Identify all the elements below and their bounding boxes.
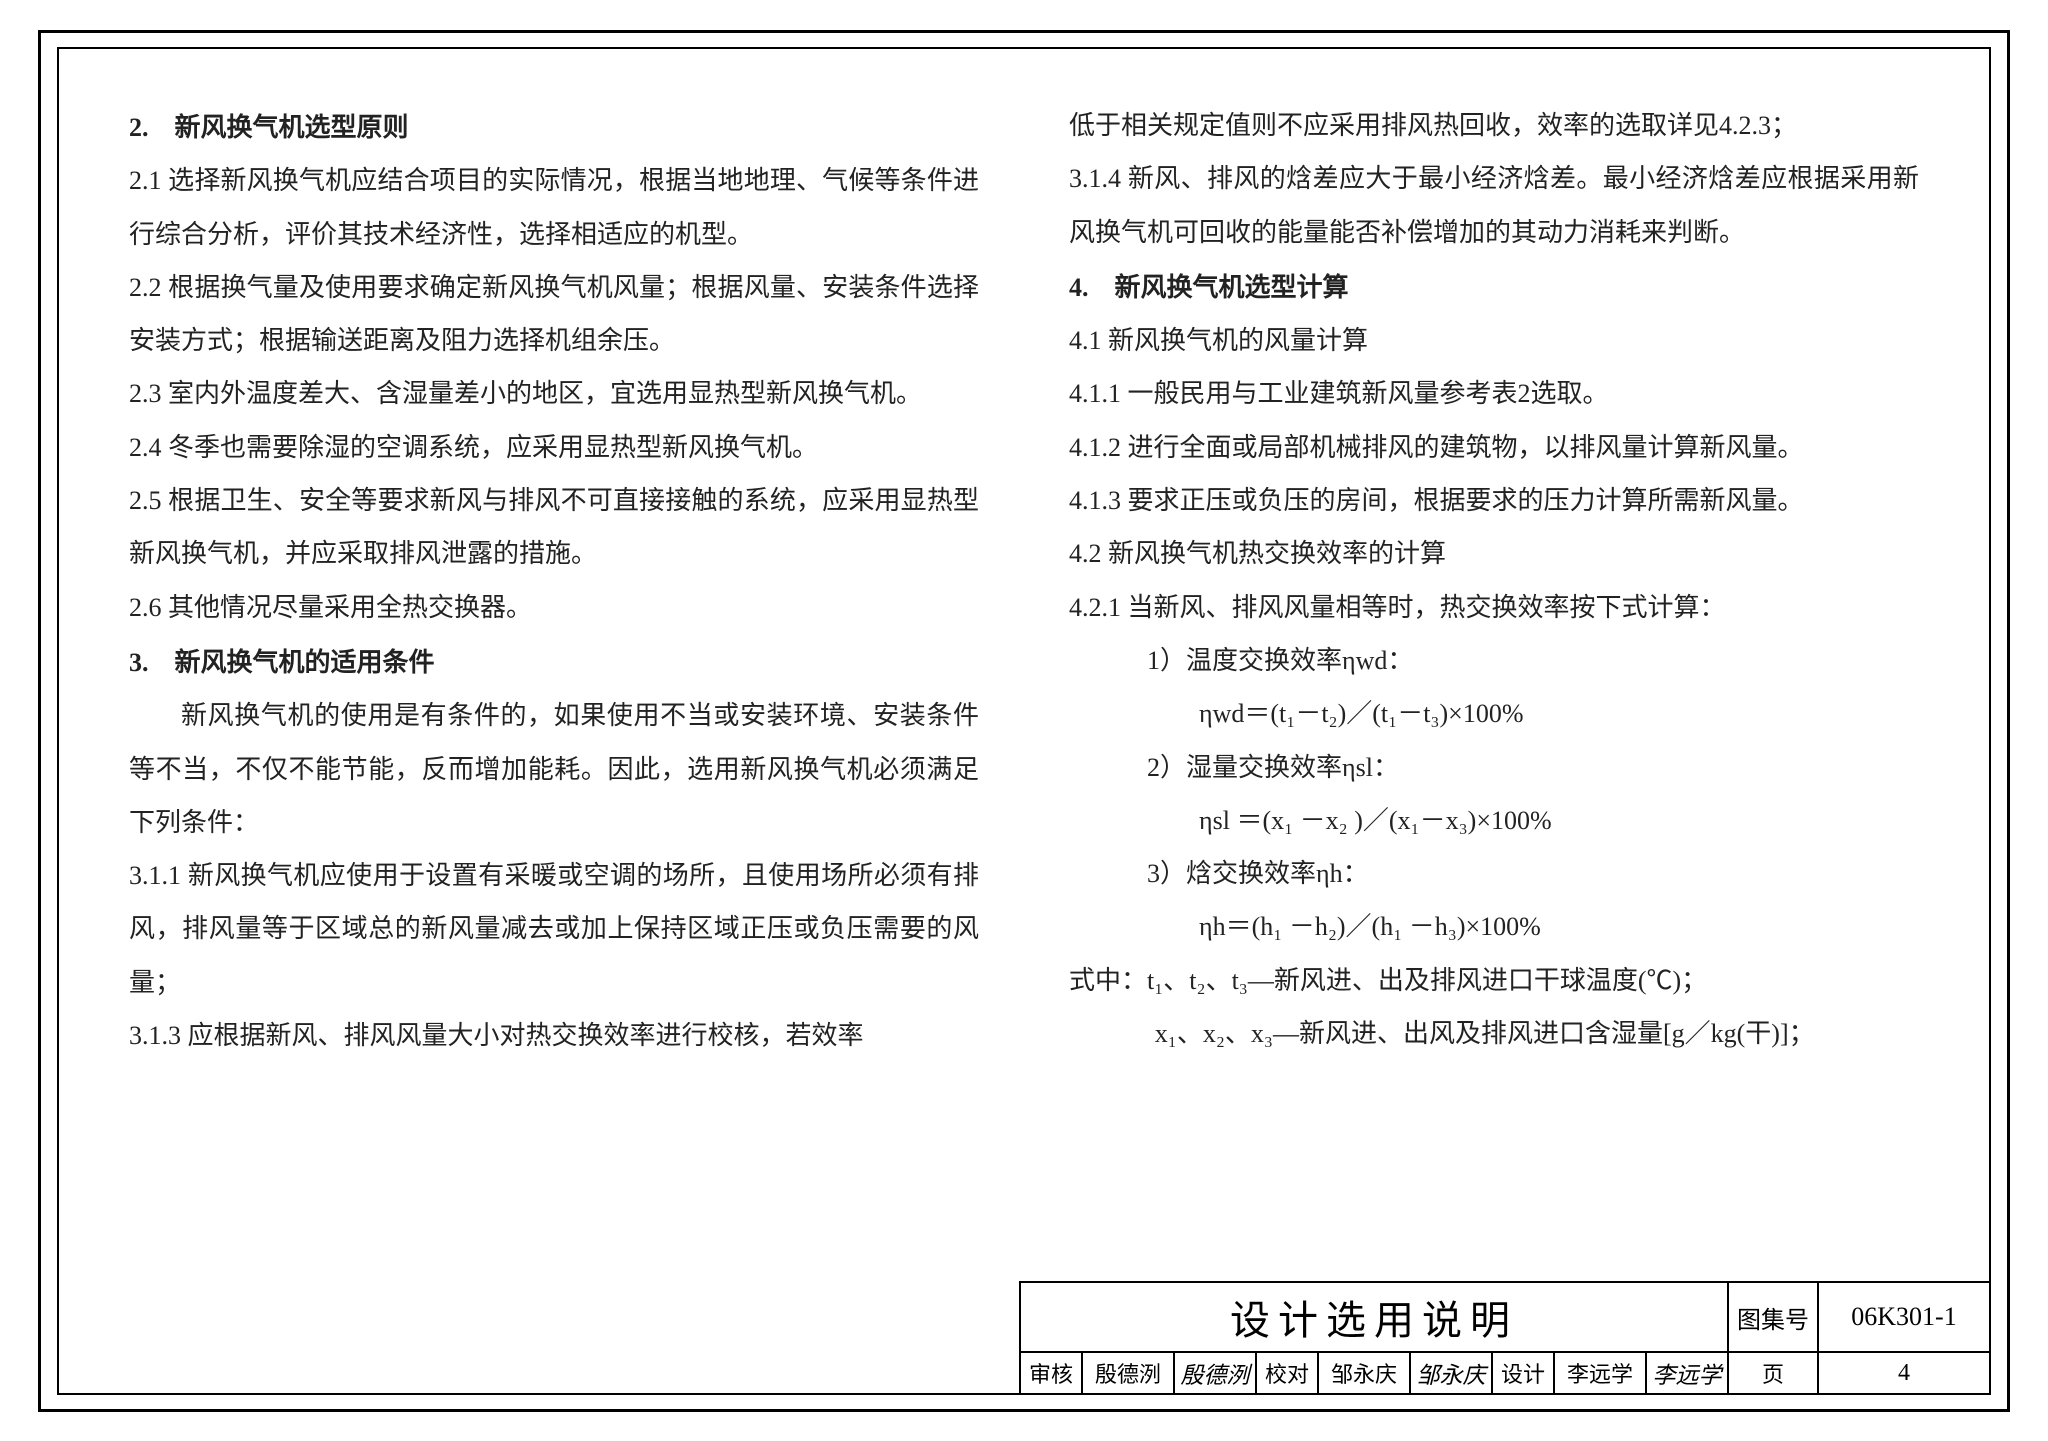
page-number: 4 <box>1819 1353 1989 1393</box>
para-2-3: 2.3 室内外温度差大、含湿量差小的地区，宜选用显热型新风换气机。 <box>129 367 979 420</box>
para-cont: 低于相关规定值则不应采用排风热回收，效率的选取详见4.2.3； <box>1069 99 1919 152</box>
formula-1: ηwd＝(t₁－t₂)／(t₁－t₃)×100% <box>1069 687 1919 740</box>
para-4-1-1: 4.1.1 一般民用与工业建筑新风量参考表2选取。 <box>1069 367 1919 420</box>
content-area: 2. 新风换气机选型原则 2.1 选择新风换气机应结合项目的实际情况，根据当地地… <box>129 99 1919 1273</box>
where-2: x₁、x₂、x₃—新风进、出风及排风进口含湿量[g／kg(干)]； <box>1069 1007 1919 1060</box>
para-2-4: 2.4 冬季也需要除湿的空调系统，应采用显热型新风换气机。 <box>129 421 979 474</box>
heading-2: 2. 新风换气机选型原则 <box>129 101 979 154</box>
para-3-1-1: 3.1.1 新风换气机应使用于设置有采暖或空调的场所，且使用场所必须有排风，排风… <box>129 849 979 1009</box>
drawing-title: 设计选用说明 <box>1021 1283 1729 1351</box>
para-4-1: 4.1 新风换气机的风量计算 <box>1069 314 1919 367</box>
para-4-2-1: 4.2.1 当新风、排风风量相等时，热交换效率按下式计算： <box>1069 581 1919 634</box>
heading-3: 3. 新风换气机的适用条件 <box>129 636 979 689</box>
formula-3: ηh＝(h₁ －h₂)／(h₁ －h₃)×100% <box>1069 900 1919 953</box>
page-inner-border: 2. 新风换气机选型原则 2.1 选择新风换气机应结合项目的实际情况，根据当地地… <box>57 47 1991 1395</box>
page-outer-border: 2. 新风换气机选型原则 2.1 选择新风换气机应结合项目的实际情况，根据当地地… <box>38 30 2010 1412</box>
formula-1-label: 1）温度交换效率ηwd： <box>1069 634 1919 687</box>
review-label: 审核 <box>1021 1353 1083 1393</box>
left-column: 2. 新风换气机选型原则 2.1 选择新风换气机应结合项目的实际情况，根据当地地… <box>129 99 979 1273</box>
para-2-1: 2.1 选择新风换气机应结合项目的实际情况，根据当地地理、气候等条件进行综合分析… <box>129 154 979 261</box>
code-value: 06K301-1 <box>1819 1283 1989 1351</box>
check-name: 邹永庆 <box>1319 1353 1411 1393</box>
page-label: 页 <box>1729 1353 1819 1393</box>
check-label: 校对 <box>1257 1353 1319 1393</box>
para-3-1-3: 3.1.3 应根据新风、排风风量大小对热交换效率进行校核，若效率 <box>129 1009 979 1062</box>
para-4-1-3: 4.1.3 要求正压或负压的房间，根据要求的压力计算所需新风量。 <box>1069 474 1919 527</box>
code-label: 图集号 <box>1729 1283 1819 1351</box>
right-column: 低于相关规定值则不应采用排风热回收，效率的选取详见4.2.3； 3.1.4 新风… <box>1069 99 1919 1273</box>
para-3-intro: 新风换气机的使用是有条件的，如果使用不当或安装环境、安装条件等不当，不仅不能节能… <box>129 689 979 849</box>
para-2-5: 2.5 根据卫生、安全等要求新风与排风不可直接接触的系统，应采用显热型新风换气机… <box>129 474 979 581</box>
para-4-2: 4.2 新风换气机热交换效率的计算 <box>1069 527 1919 580</box>
para-3-1-4: 3.1.4 新风、排风的焓差应大于最小经济焓差。最小经济焓差应根据采用新风换气机… <box>1069 152 1919 259</box>
para-2-2: 2.2 根据换气量及使用要求确定新风换气机风量；根据风量、安装条件选择安装方式；… <box>129 261 979 368</box>
title-row-1: 设计选用说明 图集号 06K301-1 <box>1021 1283 1989 1351</box>
review-signature: 殷德洌 <box>1175 1353 1257 1393</box>
formula-2-label: 2）湿量交换效率ηsl： <box>1069 741 1919 794</box>
check-signature: 邹永庆 <box>1411 1353 1493 1393</box>
title-row-2: 审核 殷德洌 殷德洌 校对 邹永庆 邹永庆 设计 李远学 李远学 页 4 <box>1021 1351 1989 1393</box>
design-name: 李远学 <box>1555 1353 1647 1393</box>
review-name: 殷德洌 <box>1083 1353 1175 1393</box>
para-2-6: 2.6 其他情况尽量采用全热交换器。 <box>129 581 979 634</box>
title-block: 设计选用说明 图集号 06K301-1 审核 殷德洌 殷德洌 校对 邹永庆 邹永… <box>1019 1281 1989 1393</box>
formula-2: ηsl ＝(x₁ －x₂ )／(x₁－x₃)×100% <box>1069 794 1919 847</box>
heading-4: 4. 新风换气机选型计算 <box>1069 261 1919 314</box>
para-4-1-2: 4.1.2 进行全面或局部机械排风的建筑物，以排风量计算新风量。 <box>1069 421 1919 474</box>
design-signature: 李远学 <box>1647 1353 1729 1393</box>
design-label: 设计 <box>1493 1353 1555 1393</box>
formula-3-label: 3）焓交换效率ηh： <box>1069 847 1919 900</box>
where-1: 式中：t₁、t₂、t₃—新风进、出及排风进口干球温度(℃)； <box>1069 954 1919 1007</box>
